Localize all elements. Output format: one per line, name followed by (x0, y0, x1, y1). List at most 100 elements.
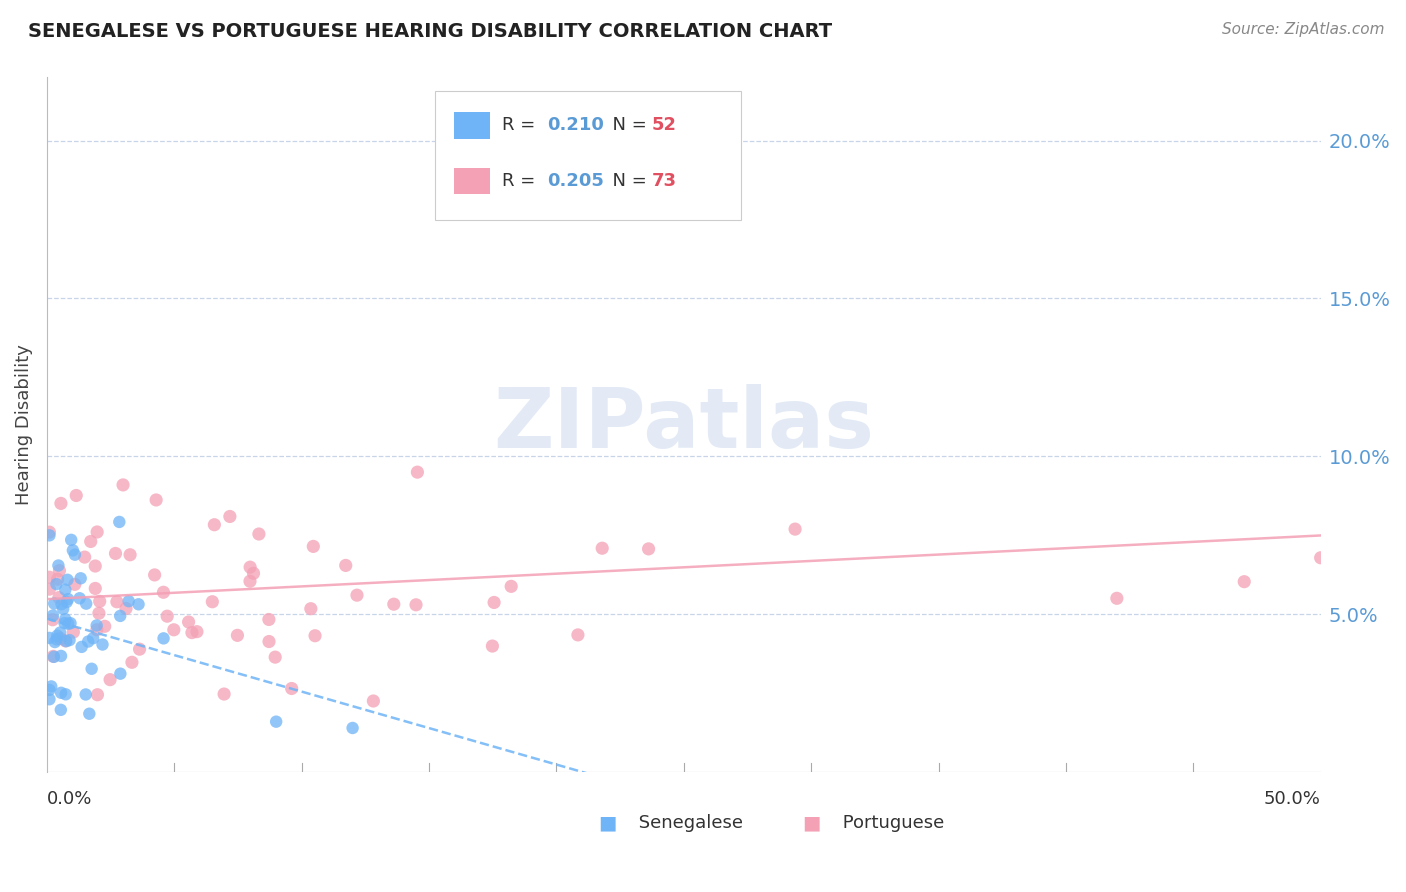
Portuguese (115, 601, 138, 615)
Senegalese (108, 515, 131, 529)
Text: R =: R = (502, 116, 541, 135)
Text: Source: ZipAtlas.com: Source: ZipAtlas.com (1222, 22, 1385, 37)
Portuguese (299, 601, 322, 615)
Portuguese (73, 550, 96, 565)
Portuguese (105, 595, 128, 609)
Senegalese (110, 666, 132, 681)
Portuguese (65, 488, 87, 502)
Senegalese (55, 634, 77, 648)
Senegalese (39, 680, 62, 694)
Portuguese (181, 625, 204, 640)
Y-axis label: Hearing Disability: Hearing Disability (15, 344, 32, 505)
Text: 73: 73 (652, 172, 676, 190)
Portuguese (567, 628, 589, 642)
Portuguese (84, 582, 107, 596)
Portuguese (591, 541, 613, 556)
Portuguese (121, 656, 143, 670)
Portuguese (177, 615, 200, 629)
Portuguese (783, 522, 806, 536)
Portuguese (80, 534, 103, 549)
Senegalese (91, 638, 114, 652)
Senegalese (56, 592, 79, 607)
Portuguese (48, 591, 70, 605)
Senegalese (49, 648, 72, 663)
Senegalese (55, 687, 77, 701)
Portuguese (637, 541, 659, 556)
Portuguese (346, 588, 368, 602)
Senegalese (80, 662, 103, 676)
Portuguese (239, 560, 262, 574)
Senegalese (38, 682, 60, 697)
Portuguese (38, 582, 60, 596)
Senegalese (53, 615, 76, 630)
Senegalese (128, 597, 150, 611)
Text: ■: ■ (801, 814, 820, 833)
Portuguese (55, 633, 77, 648)
Senegalese (46, 629, 69, 643)
Portuguese (247, 527, 270, 541)
Senegalese (108, 608, 131, 623)
Portuguese (120, 548, 142, 562)
Portuguese (145, 492, 167, 507)
Portuguese (42, 649, 65, 664)
Portuguese (304, 629, 326, 643)
Text: 0.210: 0.210 (547, 116, 605, 135)
Portuguese (49, 496, 72, 510)
Portuguese (382, 597, 405, 611)
Portuguese (264, 650, 287, 665)
Portuguese (112, 478, 135, 492)
Portuguese (239, 574, 262, 589)
Senegalese (45, 632, 67, 647)
Portuguese (212, 687, 235, 701)
Senegalese (49, 686, 72, 700)
Text: N =: N = (600, 172, 652, 190)
Portuguese (280, 681, 302, 696)
Portuguese (1233, 574, 1256, 589)
Portuguese (48, 564, 70, 578)
Portuguese (87, 607, 110, 621)
Portuguese (84, 559, 107, 574)
Senegalese (44, 635, 66, 649)
Portuguese (226, 628, 249, 642)
Senegalese (53, 582, 76, 597)
Portuguese (257, 634, 280, 648)
Text: Portuguese: Portuguese (837, 814, 943, 832)
Senegalese (152, 632, 174, 646)
Senegalese (48, 558, 70, 573)
Senegalese (77, 634, 100, 648)
Portuguese (62, 625, 84, 640)
Portuguese (201, 595, 224, 609)
Portuguese (41, 613, 63, 627)
Senegalese (55, 595, 77, 609)
Text: 0.205: 0.205 (547, 172, 605, 190)
Portuguese (363, 694, 385, 708)
Portuguese (678, 181, 700, 195)
Text: Senegalese: Senegalese (633, 814, 742, 832)
Senegalese (82, 631, 104, 645)
Senegalese (75, 597, 97, 611)
Portuguese (98, 673, 121, 687)
Portuguese (63, 577, 86, 591)
Portuguese (93, 619, 115, 633)
Senegalese (62, 543, 84, 558)
Text: 0.0%: 0.0% (46, 789, 93, 807)
Text: 50.0%: 50.0% (1264, 789, 1320, 807)
Senegalese (79, 706, 101, 721)
Senegalese (42, 608, 65, 623)
Text: ZIPatlas: ZIPatlas (494, 384, 875, 466)
Portuguese (104, 546, 127, 560)
Portuguese (302, 540, 325, 554)
Portuguese (143, 568, 166, 582)
Text: 52: 52 (652, 116, 676, 135)
Portuguese (202, 517, 225, 532)
Senegalese (49, 625, 72, 640)
Senegalese (38, 692, 60, 706)
Senegalese (51, 597, 73, 611)
Senegalese (69, 571, 91, 585)
Text: R =: R = (502, 172, 541, 190)
FancyBboxPatch shape (454, 168, 491, 194)
Senegalese (56, 573, 79, 587)
Portuguese (156, 609, 179, 624)
Portuguese (481, 639, 503, 653)
Senegalese (63, 548, 86, 562)
